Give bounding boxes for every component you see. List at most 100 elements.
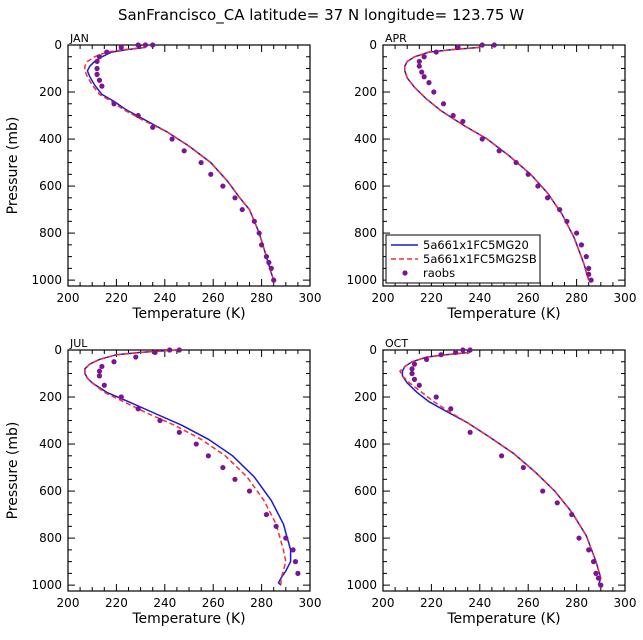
x-tick-label: 200	[57, 291, 80, 305]
raobs-point	[453, 349, 459, 355]
raobs-point	[135, 42, 141, 48]
raobs-point	[569, 511, 575, 518]
y-tick-label: 0	[369, 343, 377, 357]
x-tick-label: 300	[299, 596, 322, 610]
raobs-point	[544, 195, 551, 201]
raobs-point	[142, 42, 149, 48]
raobs-point	[96, 54, 103, 60]
raobs-point	[256, 230, 262, 236]
raobs-point	[150, 42, 156, 48]
raobs-point	[460, 118, 466, 125]
panel-label: JAN	[69, 32, 89, 45]
y-tick-label: 400	[39, 437, 62, 451]
x-axis-label: Temperature (K)	[131, 611, 245, 627]
raobs-point	[118, 394, 124, 400]
raobs-point	[239, 206, 245, 213]
raobs-point	[426, 80, 432, 86]
raobs-point	[498, 453, 505, 459]
x-tick-label: 260	[202, 291, 225, 305]
raobs-point	[588, 277, 594, 283]
x-tick-label: 260	[517, 596, 540, 610]
raobs-point	[467, 429, 473, 435]
x-axis-label: Temperature (K)	[446, 611, 560, 627]
y-tick-label: 400	[39, 132, 62, 146]
model2-line	[84, 349, 287, 586]
raobs-point	[176, 347, 182, 353]
y-tick-label: 0	[54, 343, 62, 357]
raobs-point	[111, 359, 117, 365]
raobs-point	[431, 89, 437, 95]
y-tick-label: 400	[354, 132, 377, 146]
y-tick-label: 600	[39, 484, 62, 498]
x-tick-label: 280	[250, 596, 273, 610]
raobs-point	[574, 230, 580, 236]
x-tick-label: 220	[420, 291, 443, 305]
x-tick-label: 220	[105, 596, 128, 610]
y-tick-label: 800	[39, 531, 62, 545]
model1-line	[401, 351, 602, 586]
raobs-point	[268, 265, 274, 271]
model1-line	[86, 46, 275, 281]
raobs-point	[295, 570, 301, 576]
panel-label: JUL	[69, 337, 88, 350]
raobs-point	[94, 58, 100, 65]
y-tick-label: 800	[354, 226, 377, 240]
y-tick-label: 800	[39, 226, 62, 240]
legend-swatch-raobs	[402, 270, 408, 276]
chart-panel-apr: 200 220 240 260 280 300 0 200 400 600 800 1000 APR Te…	[346, 32, 636, 322]
raobs-point	[208, 171, 214, 177]
x-tick-label: 240	[468, 596, 491, 610]
raobs-point	[455, 44, 461, 50]
raobs-point	[246, 488, 253, 494]
raobs-point	[583, 254, 589, 260]
raobs-point	[513, 159, 519, 166]
raobs-point	[157, 417, 163, 424]
panels: 200 220 240 260 280 300 0 200 400 600 800 1000 JAN Te…	[5, 32, 636, 627]
model1-line	[84, 349, 292, 586]
raobs-point	[448, 406, 454, 412]
raobs-point	[220, 183, 226, 189]
y-tick-label: 200	[39, 85, 62, 99]
x-tick-label: 240	[153, 291, 176, 305]
raobs-point	[292, 559, 299, 565]
raobs-point	[525, 171, 531, 177]
y-tick-label: 200	[354, 85, 377, 99]
raobs-point	[479, 136, 485, 142]
raobs-point	[152, 349, 158, 355]
raobs-point	[104, 49, 110, 55]
raobs-point	[409, 370, 415, 377]
raobs-point	[460, 347, 466, 353]
raobs-point	[578, 242, 585, 248]
raobs-point	[438, 352, 444, 358]
y-tick-label: 1000	[346, 273, 377, 287]
raobs-point	[96, 373, 103, 379]
raobs-point	[557, 206, 563, 213]
raobs-point	[176, 429, 182, 435]
raobs-point	[421, 74, 427, 80]
raobs-point	[118, 44, 124, 50]
raobs-point	[586, 265, 592, 271]
panel-label: APR	[385, 32, 407, 45]
raobs-point	[181, 148, 187, 154]
raobs-point	[167, 347, 173, 353]
y-axis-label: Pressure (mb)	[5, 422, 21, 520]
x-tick-label: 240	[468, 291, 491, 305]
raobs-point	[99, 83, 105, 89]
legend-label: 5a661x1FC5MG20	[423, 238, 529, 252]
x-tick-label: 240	[153, 596, 176, 610]
raobs-point	[409, 366, 415, 372]
x-tick-label: 280	[565, 291, 588, 305]
x-tick-label: 280	[250, 291, 273, 305]
raobs-point	[101, 382, 107, 388]
x-tick-label: 300	[614, 596, 637, 610]
raobs-point	[467, 347, 473, 353]
y-tick-label: 200	[354, 390, 377, 404]
x-tick-label: 200	[372, 291, 395, 305]
raobs-point	[220, 464, 226, 471]
raobs-point	[586, 547, 592, 553]
raobs-point	[283, 535, 289, 541]
raobs-point	[263, 511, 270, 518]
raobs-point	[135, 406, 141, 412]
